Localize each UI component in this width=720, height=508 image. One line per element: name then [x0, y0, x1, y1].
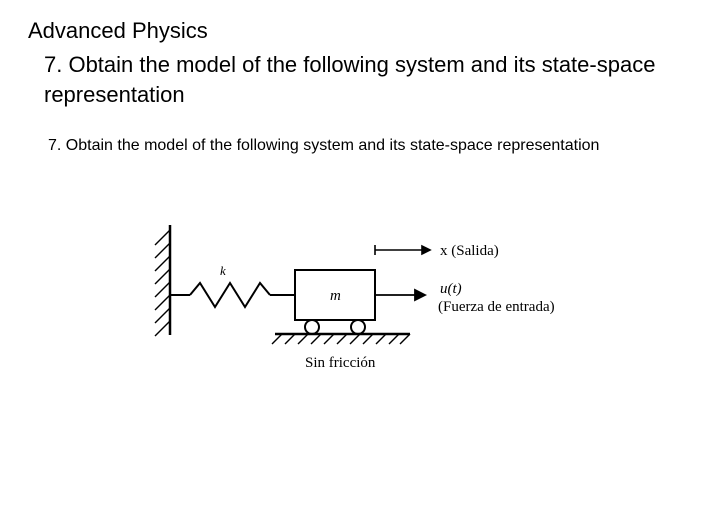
friction-label: Sin fricción	[305, 355, 376, 371]
output-label: x (Salida)	[440, 243, 499, 259]
subject-heading: Advanced Physics	[28, 18, 692, 44]
spring-label: k	[220, 263, 226, 278]
system-diagram: k m Sin fricción	[28, 195, 692, 415]
input-label: u(t)	[440, 281, 462, 297]
question-main: 7. Obtain the model of the following sys…	[44, 50, 692, 109]
input-desc: (Fuerza de entrada)	[438, 299, 555, 315]
question-repeat: 7. Obtain the model of the following sys…	[48, 137, 692, 155]
mass-label: m	[330, 288, 341, 304]
